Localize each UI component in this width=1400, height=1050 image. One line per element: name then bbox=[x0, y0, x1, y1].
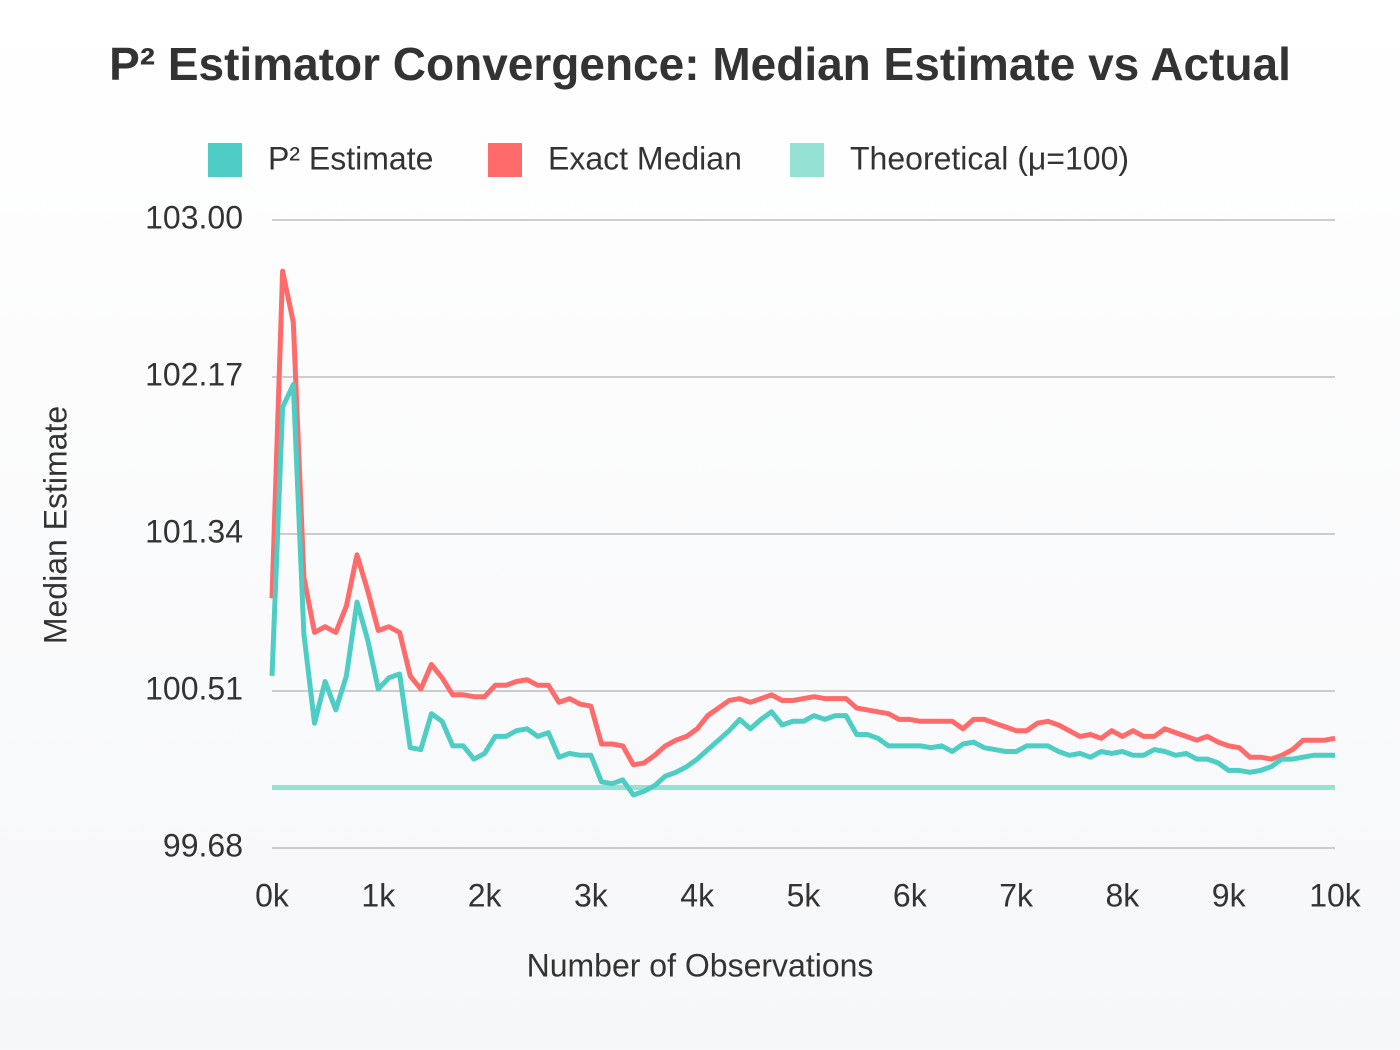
x-tick-label: 0k bbox=[255, 877, 290, 913]
legend-swatch bbox=[790, 143, 824, 177]
y-tick-label: 100.51 bbox=[145, 670, 243, 706]
y-tick-label: 101.34 bbox=[145, 513, 243, 549]
series-line bbox=[269, 382, 1335, 798]
y-axis-label: Median Estimate bbox=[37, 406, 73, 644]
x-axis-label: Number of Observations bbox=[527, 947, 874, 983]
series-line bbox=[269, 268, 1336, 768]
y-tick-label: 99.68 bbox=[163, 827, 243, 863]
chart-title: P² Estimator Convergence: Median Estimat… bbox=[109, 38, 1291, 90]
x-tick-label: 8k bbox=[1106, 877, 1141, 913]
legend-swatch bbox=[208, 143, 242, 177]
y-tick-label: 102.17 bbox=[145, 356, 243, 392]
x-tick-label: 2k bbox=[468, 877, 503, 913]
legend-swatch bbox=[488, 143, 522, 177]
y-tick-label: 103.00 bbox=[145, 199, 243, 235]
x-tick-label: 6k bbox=[893, 877, 928, 913]
x-tick-label: 3k bbox=[574, 877, 609, 913]
x-tick-label: 7k bbox=[999, 877, 1034, 913]
x-tick-label: 9k bbox=[1212, 877, 1247, 913]
x-tick-label: 10k bbox=[1309, 877, 1362, 913]
x-tick-label: 1k bbox=[361, 877, 396, 913]
x-tick-label: 5k bbox=[787, 877, 822, 913]
x-tick-label: 4k bbox=[680, 877, 715, 913]
legend-label: Theoretical (μ=100) bbox=[850, 140, 1129, 176]
legend-label: P² Estimate bbox=[268, 140, 433, 176]
legend-label: Exact Median bbox=[548, 140, 742, 176]
